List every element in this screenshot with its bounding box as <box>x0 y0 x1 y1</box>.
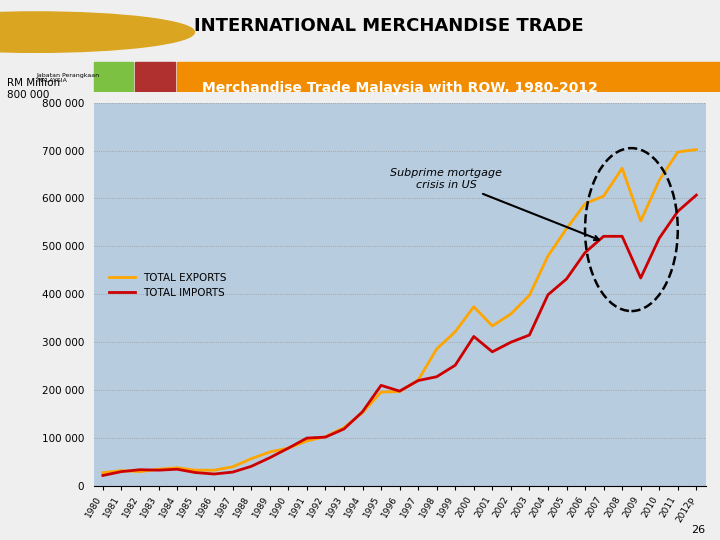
Bar <box>177 63 720 92</box>
Bar <box>135 63 175 92</box>
Text: INTERNATIONAL MERCHANDISE TRADE: INTERNATIONAL MERCHANDISE TRADE <box>194 17 584 35</box>
Bar <box>94 63 133 92</box>
Text: Subprime mortgage
crisis in US: Subprime mortgage crisis in US <box>390 168 599 240</box>
Text: Jabatan Perangkaan
MALAYSIA: Jabatan Perangkaan MALAYSIA <box>36 73 99 83</box>
Circle shape <box>0 12 194 52</box>
Text: Merchandise Trade Malaysia with ROW, 1980-2012: Merchandise Trade Malaysia with ROW, 198… <box>202 81 598 94</box>
Text: 26: 26 <box>691 524 706 535</box>
Legend: TOTAL EXPORTS, TOTAL IMPORTS: TOTAL EXPORTS, TOTAL IMPORTS <box>105 269 231 302</box>
Text: RM Million
800 000: RM Million 800 000 <box>7 78 60 100</box>
